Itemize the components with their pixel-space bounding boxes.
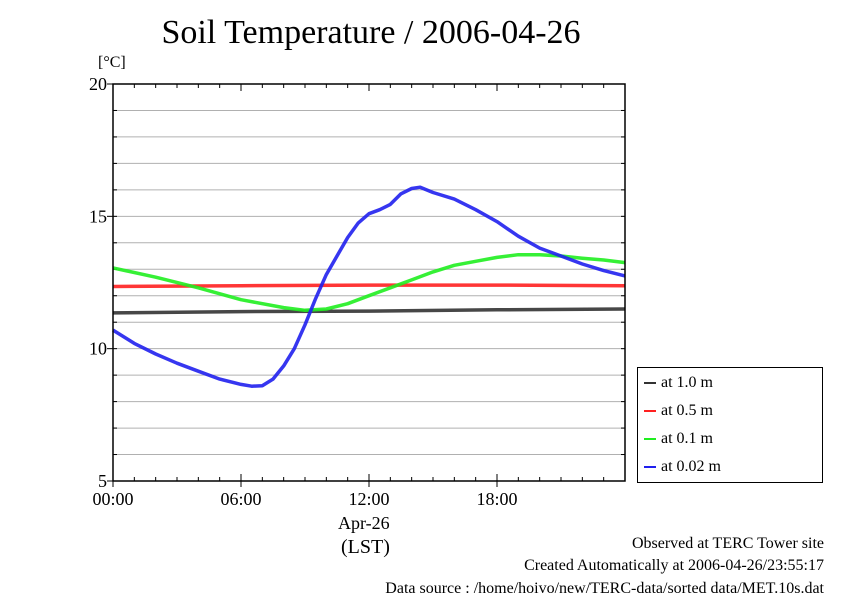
y-axis-unit: [°C] (98, 54, 126, 71)
legend-item: at 1.0 m (644, 374, 713, 392)
footer-source: Data source : /home/hoivo/new/TERC-data/… (385, 580, 824, 595)
series-line-1 (112, 283, 626, 289)
legend-label: at 1.0 m (661, 374, 713, 391)
y-tick-label: 15 (89, 206, 107, 226)
legend-swatch (644, 438, 656, 440)
legend: at 1.0 m at 0.5 m at 0.1 m at 0.02 m (637, 367, 823, 483)
x-tick-label: 00:00 (92, 489, 133, 509)
y-tick-label: 20 (89, 74, 107, 94)
legend-label: at 0.1 m (661, 430, 713, 447)
plot-frame (112, 83, 626, 482)
x-tick-label: 06:00 (220, 489, 261, 509)
legend-label: at 0.5 m (661, 402, 713, 419)
legend-item: at 0.5 m (644, 402, 713, 420)
legend-swatch (644, 410, 656, 412)
legend-label: at 0.02 m (661, 458, 721, 475)
footer-created: Created Automatically at 2006-04-26/23:5… (524, 557, 824, 574)
legend-swatch (644, 466, 656, 468)
legend-swatch (644, 382, 656, 384)
y-tick-label: 5 (98, 471, 107, 491)
series-line-3 (112, 185, 626, 388)
x-tick-label: 12:00 (348, 489, 389, 509)
footer-observed: Observed at TERC Tower site (631, 535, 824, 552)
x-date-label: Apr-26 (338, 513, 390, 533)
series-line-0 (112, 307, 626, 315)
y-tick-label: 10 (89, 339, 107, 359)
chart-title: Soil Temperature / 2006-04-26 (161, 14, 581, 51)
series-line-2 (112, 252, 626, 313)
x-tick-label: 18:00 (476, 489, 517, 509)
legend-item: at 0.1 m (644, 430, 713, 448)
legend-item: at 0.02 m (644, 458, 721, 476)
x-axis-label: (LST) (341, 536, 390, 558)
